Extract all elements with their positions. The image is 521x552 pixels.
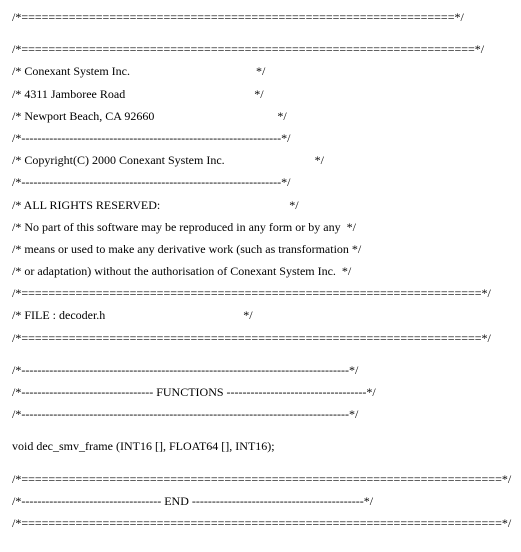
code-line: /* Conexant System Inc. */ — [12, 62, 509, 81]
code-line: /* FILE : decoder.h */ — [12, 306, 509, 325]
code-line: /*----------------------------------- EN… — [12, 492, 509, 511]
code-line: /* Copyright(C) 2000 Conexant System Inc… — [12, 151, 509, 170]
code-line: /*======================================… — [12, 514, 509, 533]
blank-line — [12, 30, 509, 40]
code-line: /* means or used to make any derivative … — [12, 240, 509, 259]
code-line: /*======================================… — [12, 329, 509, 348]
code-line: /*======================================… — [12, 284, 509, 303]
code-line: /* ALL RIGHTS RESERVED: */ — [12, 196, 509, 215]
blank-line — [12, 460, 509, 470]
code-line: /*--------------------------------------… — [12, 173, 509, 192]
code-line: /*======================================… — [12, 470, 509, 489]
blank-line — [12, 427, 509, 437]
code-line: /*======================================… — [12, 40, 509, 59]
code-line: /*--------------------------------- FUNC… — [12, 383, 509, 402]
code-line: /* Newport Beach, CA 92660 */ — [12, 107, 509, 126]
code-line: /*--------------------------------------… — [12, 361, 509, 380]
code-line: /* or adaptation) without the authorisat… — [12, 262, 509, 281]
code-line: /* 4311 Jamboree Road */ — [12, 85, 509, 104]
code-line: /*--------------------------------------… — [12, 129, 509, 148]
code-line: /* No part of this software may be repro… — [12, 218, 509, 237]
code-line: /*======================================… — [12, 8, 509, 27]
code-line: void dec_smv_frame (INT16 [], FLOAT64 []… — [12, 437, 509, 456]
blank-line — [12, 351, 509, 361]
code-block: /*======================================… — [12, 8, 509, 533]
code-line: /*--------------------------------------… — [12, 405, 509, 424]
